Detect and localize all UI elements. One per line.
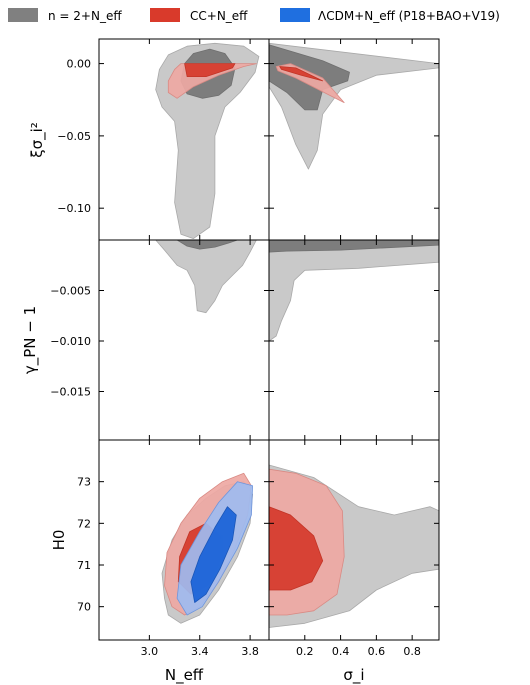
panel-frame xyxy=(268,439,440,641)
panel-n-eff-vs-i: 0.00 −0.05 −0.10 xyxy=(57,38,270,241)
y-tick-label: −0.05 xyxy=(57,130,91,143)
contour-cc-n-eff-68 xyxy=(184,63,236,77)
x-tick-label: 0.4 xyxy=(332,645,350,658)
legend-label-lcdm-neff: ΛCDM+N_eff (P18+BAO+V19) xyxy=(318,9,500,23)
ylabel-gamma-pn: γ_PN − 1 xyxy=(21,306,40,374)
y-tick-label: −0.10 xyxy=(57,202,91,215)
panel-frame xyxy=(98,239,270,441)
y-tick-label: 73 xyxy=(77,476,91,489)
legend-swatch-n2-neff xyxy=(8,8,38,22)
x-tick-label: 0.8 xyxy=(403,645,421,658)
contour-cc-n-eff-95 xyxy=(275,63,345,103)
xlabel-sigma-i: σ_i xyxy=(343,666,364,685)
y-tick-label: 71 xyxy=(77,559,91,572)
y-tick-label: 72 xyxy=(77,517,91,530)
legend-swatch-cc-neff xyxy=(150,8,180,22)
x-tick-label: 3.4 xyxy=(191,645,209,658)
y-tick-label: −0.010 xyxy=(50,335,91,348)
contour-n-2-n-eff-68 xyxy=(176,240,238,250)
legend: n = 2+N_eff CC+N_eff ΛCDM+N_eff (P18+BAO… xyxy=(8,8,500,23)
legend-swatch-lcdm-neff xyxy=(280,8,310,22)
x-tick-label: 3.8 xyxy=(241,645,259,658)
panel-n-eff-vs-h0: 3.0 3.4 3.8 70 71 72 73 xyxy=(77,439,270,658)
legend-label-cc-neff: CC+N_eff xyxy=(190,9,248,23)
ylabel-h0: H0 xyxy=(50,530,68,551)
y-tick-label: −0.015 xyxy=(50,386,91,399)
x-tick-label: 0.6 xyxy=(368,645,386,658)
ylabel-xi-sigma: ξσ_i² xyxy=(28,122,47,158)
legend-label-n2-neff: n = 2+N_eff xyxy=(48,9,122,23)
contour-n-2-n-eff-68 xyxy=(269,240,439,253)
x-tick-label: 0.2 xyxy=(296,645,314,658)
panel-n-eff-vs-pn-1: −0.005 −0.010 −0.015 xyxy=(50,239,270,441)
x-tick-label: 3.0 xyxy=(141,645,159,658)
xlabel-neff: N_eff xyxy=(165,666,204,685)
panel-i-vs-i xyxy=(268,38,440,241)
y-tick-label: −0.005 xyxy=(50,285,91,298)
contour-cdm-n-eff-p18-bao-v19-68 xyxy=(190,506,237,603)
contour-n-2-n-eff-95 xyxy=(155,240,257,314)
contour-cc-n-eff-68 xyxy=(279,66,324,82)
panel-i-vs-pn-1 xyxy=(268,239,440,441)
panel-i-vs-h0: 0.2 0.4 0.6 0.8 xyxy=(268,439,440,658)
contour-n-2-n-eff-95 xyxy=(269,240,439,342)
contour-cc-n-eff-68 xyxy=(269,506,324,591)
y-tick-label: 70 xyxy=(77,601,91,614)
y-tick-label: 0.00 xyxy=(67,58,92,71)
